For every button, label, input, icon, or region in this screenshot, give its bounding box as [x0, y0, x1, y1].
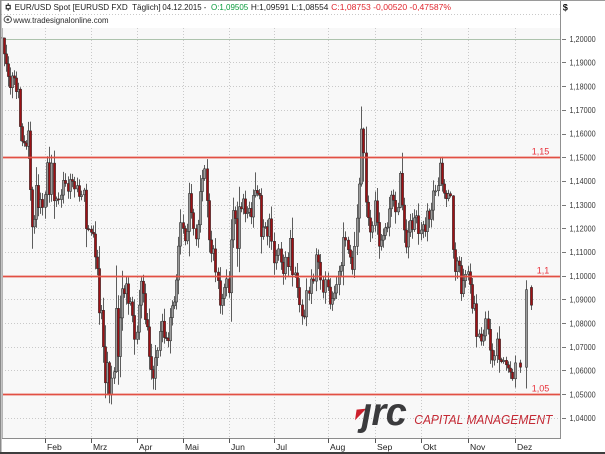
svg-text:CAPITAL MANAGEMENT: CAPITAL MANAGEMENT [414, 413, 553, 427]
svg-text:1,20000: 1,20000 [570, 34, 596, 44]
svg-text:Aug: Aug [330, 442, 346, 452]
svg-text:1,1: 1,1 [537, 265, 550, 275]
svg-text:Okt: Okt [423, 442, 437, 452]
svg-text:EUR/USD Spot [EURUSD FXD Tägl: EUR/USD Spot [EURUSD FXD Täglich] [15, 2, 161, 12]
svg-text:1,14000: 1,14000 [570, 176, 596, 186]
svg-text:04.12.2015 -: 04.12.2015 - [162, 2, 206, 12]
svg-text:1,08000: 1,08000 [570, 318, 596, 328]
svg-text:O:1,09505: O:1,09505 [211, 2, 248, 12]
svg-text:Feb: Feb [47, 442, 62, 452]
svg-text:1,05: 1,05 [532, 383, 550, 393]
svg-text:1,12000: 1,12000 [570, 224, 596, 234]
svg-text:1,17000: 1,17000 [570, 105, 596, 115]
svg-text:H:1,09591 L:1,08554: H:1,09591 L:1,08554 [251, 2, 329, 12]
svg-text:1,11000: 1,11000 [570, 247, 596, 257]
svg-text:Sep: Sep [377, 442, 393, 452]
svg-text:1,06000: 1,06000 [570, 366, 596, 376]
svg-text:Nov: Nov [470, 442, 486, 452]
svg-text:Mai: Mai [185, 442, 199, 452]
svg-text:Jun: Jun [231, 442, 245, 452]
svg-text:1,07000: 1,07000 [570, 342, 596, 352]
svg-text:1,13000: 1,13000 [570, 200, 596, 210]
svg-text:1,04000: 1,04000 [570, 413, 596, 423]
svg-text:Jul: Jul [276, 442, 287, 452]
svg-text:$: $ [563, 3, 568, 13]
svg-text:Mrz: Mrz [93, 442, 107, 452]
svg-text:Dez: Dez [517, 442, 532, 452]
svg-text:1,05000: 1,05000 [570, 389, 596, 399]
svg-text:1,18000: 1,18000 [570, 81, 596, 91]
svg-text:1,09000: 1,09000 [570, 295, 596, 305]
svg-text:1,10000: 1,10000 [570, 271, 596, 281]
svg-text:1,16000: 1,16000 [570, 129, 596, 139]
svg-text:ȷrc: ȷrc [357, 390, 407, 434]
svg-text:Apr: Apr [139, 442, 153, 452]
svg-text:1,19000: 1,19000 [570, 58, 596, 68]
svg-text:C:1,08753 -0,00520 -0,47587%: C:1,08753 -0,00520 -0,47587% [331, 2, 451, 12]
svg-text:1,15000: 1,15000 [570, 152, 596, 162]
svg-text:1,15: 1,15 [532, 146, 550, 156]
svg-text:www.tradesignalonline.com: www.tradesignalonline.com [12, 15, 108, 25]
